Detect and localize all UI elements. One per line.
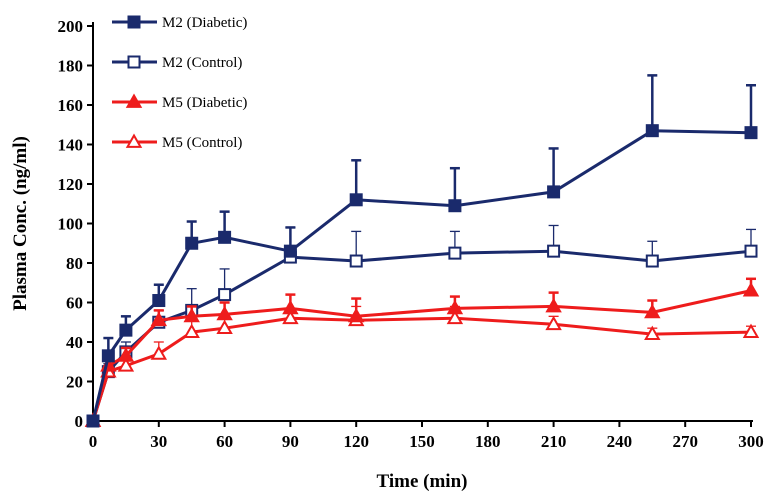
series-m2-diabetic — [86, 74, 758, 428]
x-tick-label: 300 — [738, 432, 764, 451]
legend-marker — [127, 55, 141, 69]
data-point — [218, 230, 232, 244]
legend-label: M2 (Control) — [162, 55, 242, 71]
y-tick-label: 120 — [58, 175, 84, 194]
data-point — [216, 305, 233, 321]
data-point — [446, 299, 464, 315]
axes: 0 20 40 60 80 100 120 140 160 180 200 0 30 60 90 120 150… — [58, 17, 764, 451]
x-tick-label: 60 — [216, 432, 233, 451]
x-tick-label: 30 — [150, 432, 167, 451]
y-tick-label: 60 — [66, 294, 83, 313]
y-tick-label: 200 — [58, 17, 84, 36]
legend: M2 (Diabetic) M2 (Control) M5 (Diabetic) M5… — [112, 15, 247, 151]
x-tick-label: 0 — [89, 432, 98, 451]
data-point — [545, 297, 562, 313]
x-tick-label: 270 — [672, 432, 698, 451]
data-point — [117, 347, 135, 362]
legend-marker — [125, 133, 143, 148]
y-tick-label: 80 — [66, 254, 83, 273]
data-point — [86, 414, 100, 428]
data-point — [645, 254, 659, 268]
data-point — [185, 236, 199, 250]
data-point — [349, 193, 363, 207]
x-tick-label: 150 — [409, 432, 435, 451]
data-point — [547, 244, 561, 258]
data-point — [347, 307, 365, 323]
data-point — [282, 299, 299, 315]
x-tick-label: 240 — [607, 432, 633, 451]
data-point — [216, 319, 233, 335]
data-point — [183, 307, 200, 323]
series-m2-control — [86, 224, 758, 428]
data-point — [645, 124, 659, 138]
y-tick-label: 100 — [58, 215, 84, 234]
data-point — [644, 303, 661, 319]
series-m5-diabetic — [84, 277, 760, 427]
data-point — [545, 315, 562, 331]
legend-label: M5 (Diabetic) — [162, 95, 247, 111]
y-tick-label: 0 — [75, 412, 84, 431]
legend-item: M5 (Control) — [112, 133, 242, 151]
legend-item: M5 (Diabetic) — [112, 93, 247, 111]
legend-item: M2 (Control) — [112, 55, 242, 71]
y-tick-label: 180 — [58, 57, 84, 76]
data-point — [117, 357, 135, 372]
data-point — [218, 288, 232, 302]
data-point — [152, 294, 166, 308]
data-point — [150, 345, 168, 360]
series-line — [91, 129, 752, 422]
y-tick-label: 20 — [66, 373, 83, 392]
data-point — [744, 244, 758, 258]
legend-marker — [125, 93, 143, 108]
legend-label: M5 (Control) — [162, 135, 242, 151]
data-point — [349, 254, 363, 268]
data-point — [742, 282, 760, 297]
x-tick-label: 180 — [475, 432, 501, 451]
data-point — [742, 323, 760, 338]
y-axis-title: Plasma Conc. (ng/ml) — [10, 136, 31, 311]
y-tick-label: 40 — [66, 333, 83, 352]
data-point — [448, 199, 462, 213]
series-m5-control — [84, 305, 760, 427]
series-layer — [84, 74, 760, 428]
y-tick-label: 140 — [58, 136, 84, 155]
data-point — [282, 309, 299, 325]
legend-label: M2 (Diabetic) — [162, 15, 247, 31]
x-tick-label: 120 — [343, 432, 369, 451]
data-point — [744, 126, 758, 140]
data-point — [183, 323, 200, 338]
legend-item: M2 (Diabetic) — [112, 15, 247, 31]
x-axis-title: Time (min) — [377, 471, 468, 491]
y-tick-label: 160 — [58, 96, 84, 115]
data-point — [644, 325, 661, 340]
x-tick-label: 210 — [541, 432, 567, 451]
legend-marker — [127, 15, 141, 29]
data-point — [446, 309, 464, 325]
data-point — [448, 246, 462, 260]
data-point — [101, 349, 115, 363]
data-point — [283, 244, 297, 258]
data-point — [547, 185, 561, 199]
data-point — [150, 311, 168, 327]
x-tick-label: 90 — [282, 432, 299, 451]
data-point — [119, 323, 133, 337]
